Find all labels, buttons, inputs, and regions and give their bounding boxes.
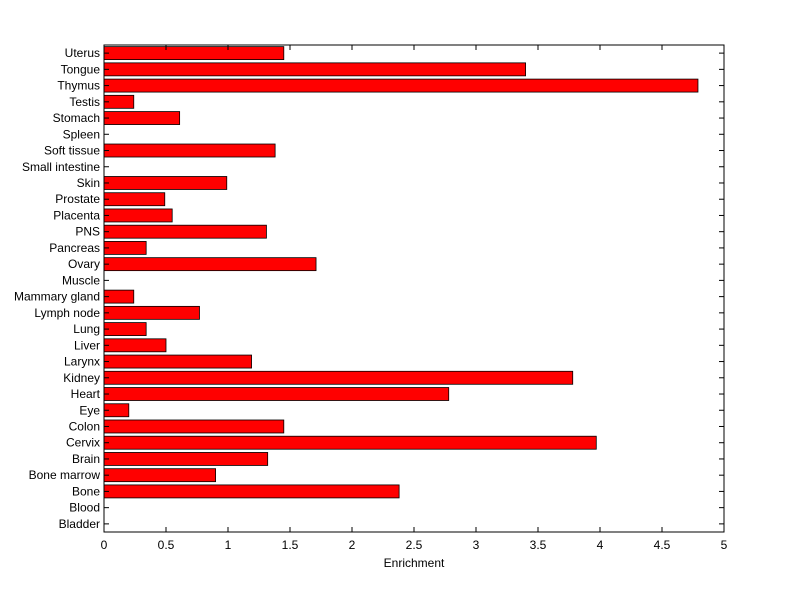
y-tick-label-colon: Colon [69, 419, 100, 433]
y-tick-label-placenta: Placenta [53, 208, 100, 222]
bar-soft-tissue [103, 143, 276, 158]
x-tick-labels: 0 0.5 1 1.5 2 2.5 3 3.5 4 4.5 5 [101, 538, 728, 552]
bar-thymus [103, 78, 699, 93]
y-tick-label-muscle: Muscle [62, 273, 100, 287]
x-tick-label-1: 1 [225, 538, 232, 552]
bar-tongue [103, 62, 527, 77]
x-axis-title: Enrichment [384, 556, 445, 570]
y-tick-label-larynx: Larynx [64, 355, 100, 369]
plot-frame [103, 44, 725, 533]
y-tick-label-bone: Bone [72, 484, 100, 498]
bar-lymph-node [103, 305, 200, 320]
bar-cervix [103, 435, 597, 450]
y-tick-label-blood: Blood [69, 501, 100, 515]
x-tick-label-2-5: 2.5 [406, 538, 423, 552]
bar-prostate [103, 192, 166, 207]
bar-kidney [103, 370, 574, 385]
y-tick-label-ovary: Ovary [68, 257, 100, 271]
y-tick-label-prostate: Prostate [55, 192, 100, 206]
bar-skin [103, 176, 228, 190]
ticks-group [103, 45, 725, 532]
y-tick-label-mammary-gland: Mammary gland [14, 290, 100, 304]
bar-pancreas [103, 241, 147, 255]
x-tick-label-0-5: 0.5 [158, 538, 175, 552]
bar-heart [103, 387, 450, 401]
bar-ovary [103, 257, 317, 272]
y-tick-label-kidney: Kidney [63, 371, 100, 385]
x-tick-label-5: 5 [721, 538, 728, 552]
y-tick-label-spleen: Spleen [63, 127, 100, 141]
bar-uterus [103, 46, 285, 61]
y-tick-label-thymus: Thymus [57, 79, 100, 93]
y-tick-label-cervix: Cervix [66, 436, 100, 450]
y-tick-label-stomach: Stomach [53, 111, 100, 125]
bar-pns [103, 224, 267, 239]
x-tick-label-0: 0 [101, 538, 108, 552]
y-tick-label-liver: Liver [74, 338, 100, 352]
y-tick-labels: Bladder Blood Bone Bone marrow Brain Cervix Co… [14, 46, 101, 531]
y-tick-label-testis: Testis [69, 95, 100, 109]
y-tick-label-small-intestine: Small intestine [22, 160, 100, 174]
x-tick-label-3-5: 3.5 [530, 538, 547, 552]
y-tick-label-bladder: Bladder [59, 517, 100, 531]
x-tick-label-4-5: 4.5 [654, 538, 671, 552]
bar-liver [103, 338, 167, 353]
bar-lung [103, 322, 147, 336]
bar-stomach [103, 111, 181, 125]
y-tick-label-skin: Skin [77, 176, 100, 190]
y-tick-label-soft-tissue: Soft tissue [44, 144, 100, 158]
y-tick-label-eye: Eye [79, 403, 100, 417]
bar-placenta [103, 208, 173, 223]
bar-colon [103, 419, 285, 434]
y-tick-label-bone-marrow: Bone marrow [29, 468, 101, 482]
y-tick-label-brain: Brain [72, 452, 100, 466]
x-tick-label-4: 4 [597, 538, 604, 552]
y-tick-label-pancreas: Pancreas [49, 241, 100, 255]
y-tick-label-heart: Heart [71, 387, 101, 401]
x-tick-label-3: 3 [473, 538, 480, 552]
bar-bone [103, 484, 400, 499]
y-tick-label-uterus: Uterus [65, 46, 100, 60]
x-tick-label-2: 2 [349, 538, 356, 552]
y-tick-label-pns: PNS [75, 225, 100, 239]
x-tick-label-1-5: 1.5 [282, 538, 299, 552]
y-tick-label-lymph-node: Lymph node [34, 306, 100, 320]
y-tick-label-lung: Lung [73, 322, 100, 336]
y-tick-label-tongue: Tongue [61, 62, 101, 76]
bar-brain [103, 452, 269, 466]
bar-larynx [103, 354, 252, 369]
bar-bone-marrow [103, 468, 216, 483]
